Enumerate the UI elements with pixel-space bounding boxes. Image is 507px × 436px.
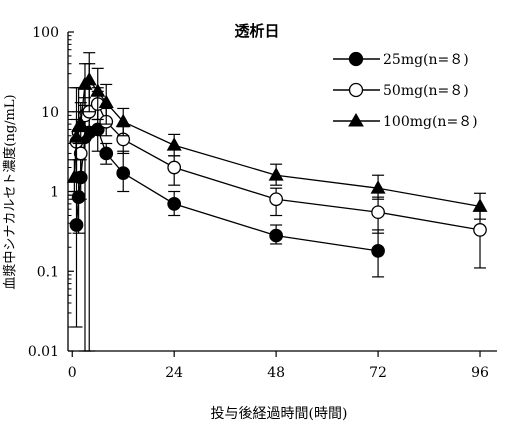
series-group [66,52,488,220]
y-tick-label: 100 [32,25,59,41]
chart-title: 透析日 [234,22,279,40]
data-point-triangle [166,137,182,151]
data-point-filled-circle [69,218,84,232]
data-point-filled-circle [116,166,131,180]
data-point-triangle [73,116,89,130]
y-tick-label: 1 [50,185,59,201]
legend-marker-50mg [348,82,364,98]
data-point-triangle [98,94,114,109]
x-tick-label: 48 [267,365,285,381]
x-tick-label: 72 [369,365,387,381]
data-point-triangle [81,71,97,86]
data-point-open-circle [167,160,182,175]
data-point-filled-circle [371,244,385,258]
x-tick-label: 24 [165,365,183,381]
legend-label-25mg: 25mg(n=８) [383,52,469,68]
data-point-open-circle [269,192,283,207]
series-line [75,128,379,252]
y-tick-label: 10 [41,105,59,121]
legend-marker-100mg [348,113,364,127]
data-point-triangle [472,198,488,212]
legend-label-100mg: 100mg(n=８) [383,114,478,130]
data-point-triangle [115,113,131,128]
data-point-open-circle [371,205,385,220]
x-axis-label: 投与後経過時間(時間) [211,406,348,422]
data-point-filled-circle [99,146,114,161]
legend-marker-25mg [348,51,364,67]
y-axis-label: 血漿中シナカルセト濃度(ng/mL) [2,94,18,289]
data-point-open-circle [473,223,487,237]
data-point-triangle [268,167,284,181]
data-point-filled-circle [167,197,182,211]
data-point-triangle [68,129,85,143]
plot-marks [66,52,488,352]
data-point-triangle [90,83,106,97]
x-tick-label: 0 [68,365,77,381]
y-tick-label: 0.01 [28,344,59,360]
legend: 25mg(n=８) 50mg(n=８) 100mg(n=８) [333,51,478,130]
data-point-triangle [66,169,82,183]
x-tick-label: 96 [471,365,489,381]
data-point-filled-circle [269,228,283,243]
legend-label-50mg: 50mg(n=８) [383,83,469,99]
data-point-open-circle [73,146,88,161]
y-tick-label: 0.1 [37,264,59,280]
data-point-triangle [370,180,386,194]
